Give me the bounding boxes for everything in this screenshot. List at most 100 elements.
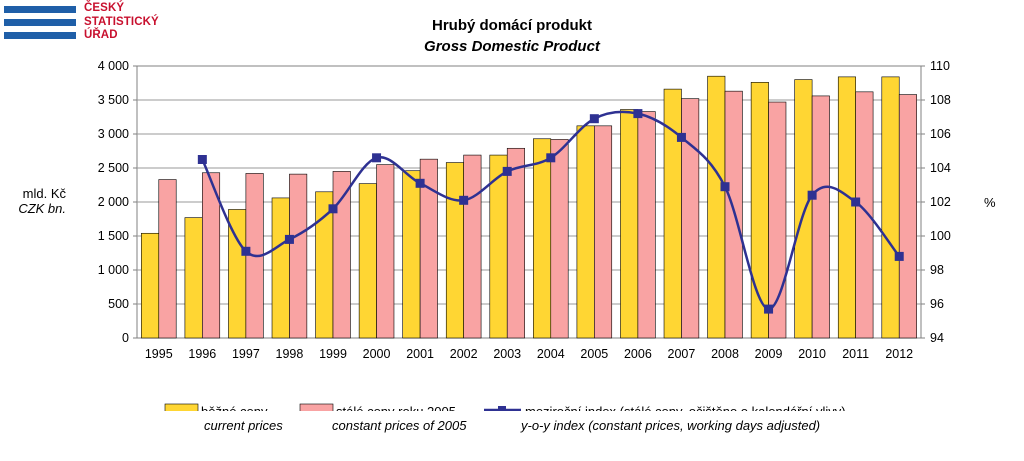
bar-constant-prices	[898, 94, 917, 339]
left-tick-label: 1 500	[98, 229, 129, 243]
left-tick-label: 500	[108, 297, 129, 311]
x-tick-label: 2002	[450, 347, 478, 361]
bar-constant-prices	[681, 98, 700, 339]
bar-constant-prices	[594, 125, 613, 339]
left-tick-label: 3 500	[98, 93, 129, 107]
left-axis-label: mld. Kč CZK bn.	[4, 186, 66, 216]
logo-line: ČESKÝ	[84, 2, 125, 14]
bar-constant-prices	[419, 158, 438, 339]
x-tick-label: 2011	[842, 347, 869, 361]
bar-current-prices	[402, 170, 421, 339]
legend-clip-mask	[150, 411, 910, 421]
index-line	[201, 110, 901, 311]
bar-current-prices	[533, 138, 552, 339]
legend-sub-current: current prices	[204, 418, 283, 433]
bar-constant-prices	[289, 173, 308, 339]
right-tick-label: 110	[930, 59, 950, 73]
index-point	[459, 195, 469, 205]
bar-constant-prices	[376, 164, 395, 339]
right-tick-label: 106	[930, 127, 951, 141]
bar-constant-prices	[811, 95, 830, 339]
bar-constant-prices	[332, 171, 351, 339]
index-point	[284, 234, 294, 244]
index-point	[807, 190, 817, 200]
left-tick-label: 2 000	[98, 195, 129, 209]
bar-current-prices	[141, 232, 160, 339]
x-tick-label: 2008	[711, 347, 739, 361]
logo-bar	[4, 19, 76, 26]
czso-logo: ČESKÝ STATISTICKÝ ÚŘAD	[4, 2, 174, 48]
left-tick-label: 1 000	[98, 263, 129, 277]
bar-current-prices	[315, 191, 334, 339]
x-tick-label: 2012	[885, 347, 913, 361]
index-point	[589, 114, 599, 124]
x-tick-label: 1995	[145, 347, 173, 361]
left-tick-label: 4 000	[98, 59, 129, 73]
bar-current-prices	[620, 109, 639, 339]
index-point	[328, 204, 338, 214]
bar-constant-prices	[463, 154, 482, 339]
index-point	[415, 178, 425, 188]
index-point	[197, 155, 207, 164]
index-point	[764, 304, 774, 314]
bar-current-prices	[837, 76, 856, 339]
bar-current-prices	[576, 125, 595, 339]
right-tick-label: 94	[930, 331, 944, 345]
left-axis-label-cz: mld. Kč	[22, 186, 66, 201]
right-axis-label: %	[984, 195, 996, 210]
logo-line: ÚŘAD	[84, 29, 118, 41]
chart-subtitle: Gross Domestic Product	[424, 38, 600, 55]
index-point	[502, 166, 512, 176]
right-tick-label: 102	[930, 195, 951, 209]
x-tick-label: 2007	[668, 347, 696, 361]
index-point	[894, 251, 904, 261]
x-tick-label: 2001	[406, 347, 434, 361]
x-tick-label: 2010	[798, 347, 826, 361]
x-tick-label: 1997	[232, 347, 260, 361]
bar-current-prices	[881, 76, 900, 339]
logo-bar	[4, 32, 76, 39]
x-tick-label: 2005	[580, 347, 608, 361]
bar-constant-prices	[506, 147, 525, 339]
bar-current-prices	[794, 79, 813, 339]
bar-current-prices	[184, 217, 203, 339]
right-tick-label: 96	[930, 297, 944, 311]
index-point	[720, 182, 730, 192]
right-tick-label: 108	[930, 93, 951, 107]
bar-constant-prices	[158, 179, 177, 339]
bar-current-prices	[358, 183, 377, 339]
index-point	[633, 109, 643, 119]
bar-current-prices	[271, 197, 290, 339]
x-tick-label: 1996	[188, 347, 216, 361]
bar-constant-prices	[202, 172, 221, 339]
x-tick-label: 2003	[493, 347, 521, 361]
legend-sub-constant: constant prices of 2005	[332, 418, 467, 433]
left-tick-label: 2 500	[98, 161, 129, 175]
x-tick-label: 2006	[624, 347, 652, 361]
legend-sub-index: y-o-y index (constant prices, working da…	[521, 418, 821, 433]
bar-constant-prices	[550, 139, 569, 339]
x-tick-label: 2004	[537, 347, 565, 361]
x-tick-label: 1998	[276, 347, 304, 361]
bar-current-prices	[707, 75, 726, 339]
index-point	[372, 153, 382, 163]
logo-line: STATISTICKÝ	[84, 15, 159, 28]
logo-text: ČESKÝ STATISTICKÝ ÚŘAD	[84, 2, 159, 43]
index-point	[241, 246, 251, 256]
logo-bar	[4, 6, 76, 13]
bar-constant-prices	[768, 101, 787, 339]
legend-marker-index	[498, 406, 506, 414]
left-tick-label: 0	[122, 331, 129, 345]
index-point	[676, 132, 686, 142]
index-point	[851, 197, 861, 207]
left-tick-label: 3 000	[98, 127, 129, 141]
x-tick-label: 2009	[755, 347, 783, 361]
index-point	[546, 153, 556, 163]
right-tick-label: 104	[930, 161, 951, 175]
bar-constant-prices	[637, 111, 656, 339]
bar-current-prices	[445, 162, 464, 339]
x-tick-label: 1999	[319, 347, 347, 361]
right-tick-label: 100	[930, 229, 951, 243]
bar-constant-prices	[855, 91, 874, 339]
